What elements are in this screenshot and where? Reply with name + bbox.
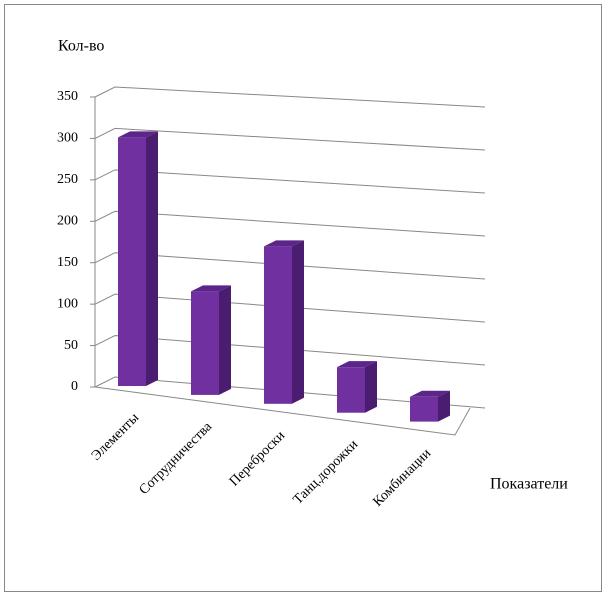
grid-line [94, 210, 486, 237]
grid-line [94, 86, 486, 108]
bar-side [292, 240, 304, 404]
x-axis-title: Показатели [490, 476, 568, 493]
bar-top [118, 131, 158, 138]
grid-line [94, 293, 486, 323]
bar-side [365, 361, 377, 413]
bar [264, 246, 292, 404]
y-tick-label: 100 [57, 296, 78, 311]
bar-side [438, 390, 450, 422]
y-tick-label: 200 [57, 214, 78, 229]
bar [337, 367, 365, 413]
y-tick-label: 300 [57, 131, 78, 146]
bar [118, 137, 146, 386]
floor [94, 386, 471, 436]
bar-top [337, 361, 377, 368]
y-tick-label: 0 [71, 379, 78, 394]
bar-top [191, 285, 231, 292]
bar-top [264, 240, 304, 247]
bar-top [410, 390, 450, 397]
y-tick-label: 350 [57, 89, 78, 104]
y-tick-label: 50 [64, 338, 78, 353]
grid-line [94, 127, 486, 151]
bar [410, 396, 438, 422]
bar-side [146, 131, 158, 386]
y-axis-title: Кол-во [58, 38, 104, 55]
grid-line [94, 335, 486, 366]
grid-line [94, 252, 486, 280]
bar-side [219, 285, 231, 395]
bar [191, 291, 219, 395]
y-tick-label: 150 [57, 255, 78, 270]
y-tick-label: 250 [57, 172, 78, 187]
grid-line [94, 169, 486, 194]
